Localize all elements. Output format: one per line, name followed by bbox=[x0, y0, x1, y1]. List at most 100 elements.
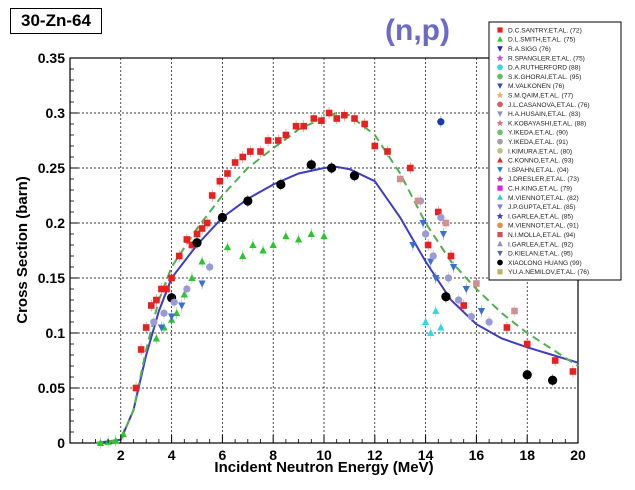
data-point bbox=[485, 318, 493, 326]
data-point bbox=[257, 148, 264, 155]
legend-entry-label: J.DRESLER,ET.AL. (73) bbox=[508, 176, 579, 183]
x-tick-label: 14 bbox=[418, 447, 434, 463]
x-tick-label: 16 bbox=[469, 447, 485, 463]
data-point bbox=[198, 225, 206, 232]
data-point bbox=[173, 309, 181, 317]
data-point bbox=[239, 153, 247, 161]
data-point bbox=[407, 164, 414, 172]
x-axis-label: Incident Neutron Energy (MeV) bbox=[214, 459, 433, 476]
data-point bbox=[142, 324, 150, 331]
data-point bbox=[188, 241, 196, 249]
data-point bbox=[409, 242, 417, 249]
data-point bbox=[231, 159, 239, 166]
legend-marker bbox=[497, 167, 503, 173]
legend-entry-label: H.A.HUSAIN,ET.AL. (83) bbox=[508, 111, 581, 118]
data-point bbox=[361, 120, 368, 128]
data-point bbox=[152, 334, 160, 342]
data-point bbox=[282, 131, 290, 139]
data-point bbox=[349, 171, 360, 181]
legend-entry-label: I.SPAHN,ET.AL. (04) bbox=[508, 167, 569, 174]
data-point bbox=[432, 307, 440, 314]
data-point bbox=[223, 243, 232, 251]
data-point bbox=[522, 370, 532, 380]
y-tick-label: 0.05 bbox=[38, 380, 65, 396]
x-tick-label: 2 bbox=[117, 447, 125, 463]
data-point bbox=[351, 115, 358, 122]
data-point bbox=[306, 160, 316, 170]
legend-entry-label: M.VALKONEN (76) bbox=[508, 83, 564, 90]
legend-marker bbox=[497, 101, 503, 108]
data-point bbox=[421, 230, 430, 238]
legend-marker bbox=[496, 54, 504, 62]
data-point bbox=[424, 241, 432, 249]
data-point bbox=[569, 368, 577, 375]
data-point bbox=[264, 137, 272, 144]
data-point bbox=[454, 296, 463, 304]
legend-marker bbox=[497, 27, 503, 33]
legend-marker bbox=[497, 240, 503, 247]
data-point bbox=[188, 274, 196, 281]
data-point bbox=[447, 252, 455, 260]
data-point bbox=[551, 357, 559, 364]
legend-entry-label: R.A.SIGG (76) bbox=[508, 46, 551, 53]
data-point bbox=[307, 230, 315, 237]
legend-marker bbox=[497, 269, 503, 275]
data-point bbox=[216, 177, 224, 185]
y-axis-label: Cross Section (barn) bbox=[14, 176, 31, 324]
legend-marker bbox=[497, 64, 503, 71]
y-tick-label: 0.2 bbox=[46, 215, 66, 231]
data-point bbox=[168, 274, 175, 282]
legend-marker bbox=[497, 259, 503, 266]
legend-entry-label: J.L.CASANOVA,ET.AL. (76) bbox=[508, 102, 590, 109]
legend-entry-label: M.VIENNOT,ET.AL. (91) bbox=[508, 223, 579, 230]
x-tick-label: 18 bbox=[519, 447, 535, 463]
data-point bbox=[441, 292, 451, 302]
reaction-label: (n,p) bbox=[385, 14, 450, 47]
data-point bbox=[198, 257, 206, 265]
x-tick-label: 10 bbox=[316, 447, 332, 463]
data-point bbox=[192, 238, 202, 248]
data-point bbox=[180, 290, 188, 298]
legend-entry-label: I.GARLEA,ET.AL. (85) bbox=[508, 213, 573, 220]
legend-entry-label: XIAOLONG HUANG (99) bbox=[508, 260, 582, 267]
x-axis-ticks: 2 4 6 8 10 12 14 16 18 20 bbox=[82, 435, 586, 463]
data-point bbox=[462, 286, 470, 293]
y-tick-label: 0.1 bbox=[46, 325, 66, 341]
data-point bbox=[178, 302, 186, 310]
legend-marker bbox=[496, 212, 504, 220]
legend-marker bbox=[497, 232, 503, 238]
data-point bbox=[432, 275, 440, 282]
legend-marker bbox=[497, 36, 503, 42]
legend-entry-label: C.H.KING,ET.AL. (79) bbox=[508, 186, 572, 193]
legend-box bbox=[488, 21, 622, 281]
data-point bbox=[511, 307, 518, 315]
data-point bbox=[444, 274, 453, 282]
data-point bbox=[269, 241, 277, 248]
data-point bbox=[414, 197, 422, 205]
legend-entry-label: S.M.QAIM,ET.AL. (77) bbox=[508, 93, 573, 100]
legend-entry-label: I.KIMURA,ET.AL. (80) bbox=[508, 148, 572, 155]
legend-entry-label: K.KOBAYASHI,ET.AL. (88) bbox=[508, 120, 586, 127]
data-point bbox=[439, 231, 448, 238]
data-point bbox=[203, 219, 211, 227]
data-point bbox=[175, 252, 183, 260]
solid-curve bbox=[95, 165, 579, 444]
data-point bbox=[239, 252, 247, 259]
legend-marker bbox=[496, 175, 504, 182]
data-point bbox=[132, 384, 140, 392]
data-point bbox=[437, 118, 445, 126]
legend-entry-label: R.SPANGLER,ET.AL. (75) bbox=[508, 55, 585, 62]
data-point bbox=[384, 148, 391, 155]
data-point bbox=[449, 264, 458, 271]
legend-marker bbox=[497, 111, 503, 117]
x-tick-label: 8 bbox=[269, 447, 277, 463]
y-tick-label: 0 bbox=[57, 435, 65, 451]
legend-marker bbox=[497, 157, 503, 163]
nuclide-label: 30-Zn-64 bbox=[10, 8, 102, 34]
legend-entry-label: D.C.SANTRY,ET.AL. (72) bbox=[508, 27, 582, 34]
data-point bbox=[442, 219, 450, 227]
data-point bbox=[160, 309, 168, 317]
data-point bbox=[477, 308, 486, 315]
data-point bbox=[157, 324, 166, 332]
data-point bbox=[427, 329, 435, 336]
